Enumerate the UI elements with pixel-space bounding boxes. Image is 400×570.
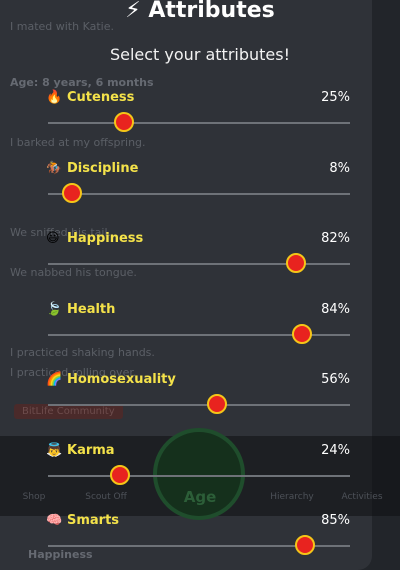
attribute-icon: 🏇	[46, 160, 63, 176]
age-button	[153, 428, 245, 520]
slider-knob[interactable]	[113, 112, 134, 132]
log-line: I barked at my offspring.	[10, 136, 146, 149]
attribute-name: Cuteness	[67, 90, 135, 105]
attribute-icon: 🧠	[46, 513, 63, 528]
attribute-icon: 😃	[46, 231, 60, 246]
nav-label: Shop	[22, 492, 46, 502]
community-banner: BitLife Community	[14, 404, 123, 419]
slider-knob[interactable]	[291, 323, 312, 344]
attribute-name: Happiness	[67, 231, 144, 246]
attribute-value: 82%	[321, 231, 350, 246]
attribute-icon: 🔥	[46, 90, 63, 105]
attribute-value: 56%	[321, 372, 350, 387]
nav-label: Activities	[341, 492, 383, 502]
log-line: Age: 8 years, 6 months	[10, 76, 154, 89]
attribute-name: Homosexuality	[67, 372, 176, 387]
slider-knob[interactable]	[207, 394, 228, 414]
slider-track	[48, 404, 350, 406]
attribute-name: Smarts	[67, 513, 120, 528]
log-line: I practiced rolling over.	[10, 366, 137, 379]
nav-label: Hierarchy	[270, 492, 314, 502]
log-line: I mated with Katie.	[10, 20, 114, 33]
attribute-name: Discipline	[67, 160, 139, 176]
slider-track	[48, 474, 350, 477]
slider-knob[interactable]	[62, 182, 83, 203]
slider-knob[interactable]	[285, 253, 306, 273]
slider-track	[48, 333, 350, 336]
slider-track	[48, 263, 350, 265]
slider-track	[48, 122, 350, 124]
attribute-value: 25%	[321, 90, 350, 105]
slider-track	[48, 192, 350, 195]
age-label: Age	[183, 488, 217, 506]
attribute-icon: 🌈	[46, 372, 63, 387]
log-line: We sniffed his tail.	[10, 226, 111, 239]
attribute-value: 85%	[321, 513, 350, 528]
log-line: We nabbed his tongue.	[10, 266, 137, 279]
attribute-value: 8%	[329, 160, 350, 176]
slider-knob[interactable]	[110, 464, 131, 485]
slider-knob[interactable]	[294, 535, 315, 555]
modal-title: ⚡ Attributes	[125, 0, 275, 23]
log-line: I practiced shaking hands.	[10, 346, 155, 359]
footer-label: Happiness	[28, 548, 93, 561]
nav-label: Scout Off	[85, 492, 127, 502]
attribute-value: 84%	[321, 301, 350, 317]
attribute-name: Health	[67, 301, 116, 317]
modal-subtitle: Select your attributes!	[109, 45, 291, 64]
attribute-name: Karma	[67, 442, 115, 458]
slider-track	[48, 545, 350, 547]
attribute-icon: 🍃	[46, 301, 63, 317]
attribute-value: 24%	[321, 442, 350, 458]
attribute-icon: 👼	[46, 442, 63, 458]
